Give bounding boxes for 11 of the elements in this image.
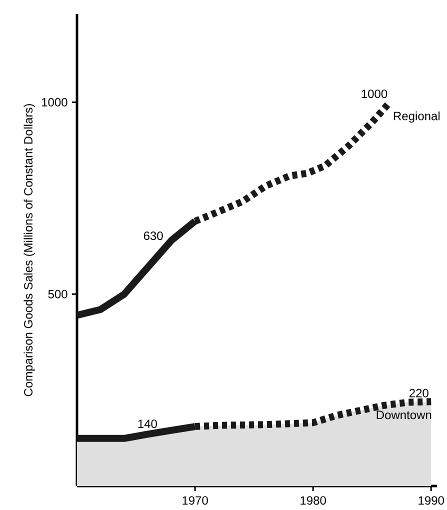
x-tick-label: 1970 [182, 496, 208, 505]
y-axis-title: Comparison Goods Sales (Millions of Constant Dollars) [24, 104, 35, 396]
x-tick-label: 1980 [300, 496, 326, 505]
series-label: Regional [394, 111, 440, 123]
annotation: 140 [138, 420, 157, 428]
y-tick-label: 500 [48, 290, 68, 298]
annotation: 220 [409, 388, 428, 398]
x-tick-label: 1990 [418, 496, 444, 505]
series-label: Downtown [376, 410, 432, 420]
annotation: 1000 [362, 90, 388, 98]
annotation: 630 [144, 232, 163, 240]
